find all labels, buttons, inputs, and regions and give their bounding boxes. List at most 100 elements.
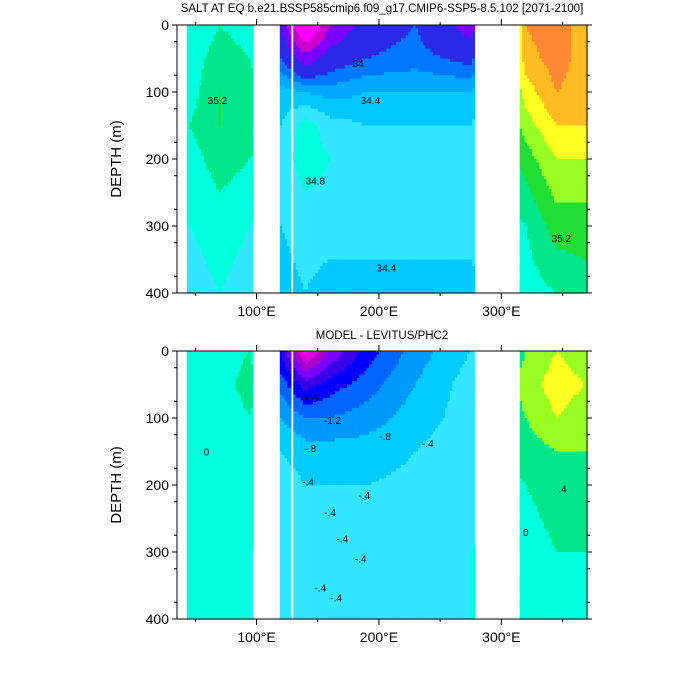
field-cell: [238, 125, 242, 130]
field-cell: [208, 28, 212, 33]
field-cell: [201, 242, 205, 247]
field-cell: [191, 222, 195, 227]
field-cell: [233, 88, 237, 93]
field-cell: [230, 108, 234, 113]
field-cell: [243, 71, 247, 76]
field-cell: [218, 145, 222, 150]
field-cell: [218, 199, 222, 204]
field-cell: [238, 232, 242, 237]
field-cell: [218, 88, 222, 93]
field-cell: [208, 152, 212, 157]
field-cell: [282, 242, 286, 247]
field-cell: [233, 272, 237, 277]
field-cell: [279, 145, 283, 150]
field-cell: [201, 205, 205, 210]
field-cell: [213, 65, 217, 70]
field-cell: [203, 159, 207, 163]
field-cell: [233, 75, 237, 80]
field-cell: [206, 239, 210, 244]
field-cell: [228, 189, 232, 194]
field-cell: [208, 112, 212, 117]
field-cell: [221, 31, 225, 36]
field-cell: [201, 95, 205, 100]
field-cell: [213, 215, 217, 220]
field-cell: [245, 145, 249, 150]
field-cell: [186, 269, 190, 274]
field-cell: [245, 51, 249, 56]
field-cell: [225, 31, 230, 36]
field-cell: [235, 286, 239, 291]
field-cell: [189, 92, 193, 96]
field-cell: [228, 135, 232, 140]
field-cell: [203, 162, 207, 167]
field-cell: [194, 112, 198, 117]
field-cell: [223, 162, 227, 167]
field-cell: [208, 276, 212, 281]
field-cell: [211, 289, 215, 294]
field-cell: [189, 102, 193, 106]
field-cell: [235, 269, 239, 274]
field-cell: [211, 81, 215, 86]
field-cell: [243, 239, 247, 244]
field-cell: [245, 138, 249, 143]
field-cell: [203, 289, 207, 294]
field-cell: [191, 132, 195, 137]
field-cell: [221, 61, 225, 66]
field-cell: [225, 209, 230, 214]
field-cell: [245, 165, 249, 170]
field-cell: [279, 78, 283, 83]
field-cell: [235, 212, 239, 217]
field-cell: [201, 75, 205, 80]
field-cell: [191, 269, 195, 274]
field-cell: [223, 128, 227, 133]
field-cell: [228, 108, 232, 113]
field-cell: [282, 138, 286, 143]
field-cell: [201, 226, 205, 230]
field-cell: [194, 179, 198, 184]
field-cell: [230, 276, 234, 281]
field-cell: [240, 232, 244, 237]
field-cell: [250, 205, 254, 210]
field-cell: [245, 148, 249, 153]
field-cell: [235, 289, 239, 294]
field-cell: [196, 58, 200, 63]
field-cell: [196, 35, 200, 39]
field-cell: [194, 118, 198, 123]
field-cell: [194, 148, 198, 153]
field-cell: [279, 286, 283, 291]
field-cell: [211, 25, 215, 29]
field-cell: [221, 246, 225, 251]
field-cell: [240, 105, 244, 110]
field-cell: [245, 28, 249, 33]
field-cell: [213, 202, 217, 207]
field-cell: [240, 132, 244, 137]
field-cell: [225, 88, 230, 93]
field-cell: [216, 108, 220, 113]
field-cell: [245, 239, 249, 244]
field-cell: [189, 81, 193, 86]
field-cell: [250, 61, 254, 66]
field-cell: [245, 58, 249, 63]
field-cell: [201, 232, 205, 237]
field-cell: [279, 242, 283, 247]
field-cell: [250, 249, 254, 254]
field-cell: [238, 105, 242, 110]
field-cell: [238, 118, 242, 123]
field-cell: [247, 38, 252, 43]
field-cell: [247, 35, 252, 39]
field-cell: [235, 162, 239, 167]
field-cell: [243, 145, 247, 150]
field-cell: [216, 195, 220, 200]
field-cell: [221, 175, 225, 180]
field-cell: [238, 145, 242, 150]
field-cell: [201, 102, 205, 106]
field-cell: [240, 142, 244, 147]
field-cell: [194, 125, 198, 130]
field-cell: [186, 162, 190, 167]
field-cell: [201, 282, 205, 287]
field-cell: [218, 259, 222, 264]
field-cell: [206, 88, 210, 93]
field-cell: [250, 102, 254, 106]
field-cell: [213, 71, 217, 76]
field-cell: [201, 185, 205, 190]
